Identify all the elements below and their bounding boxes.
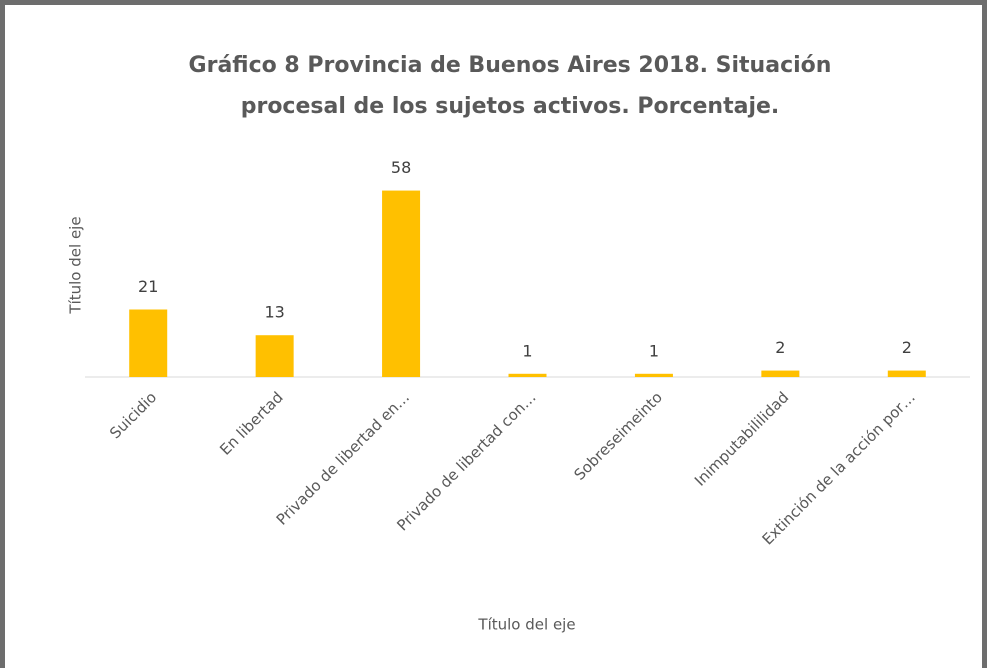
data-label: 1 xyxy=(522,341,532,360)
bar xyxy=(255,335,294,377)
data-label: 1 xyxy=(649,341,659,360)
data-label: 2 xyxy=(775,338,785,357)
bar xyxy=(634,373,673,377)
data-label: 13 xyxy=(264,303,284,322)
x-tick-label: Extinción de la acción por… xyxy=(759,388,919,548)
x-tick-label: Privado de libertad con… xyxy=(393,388,539,534)
bar xyxy=(382,190,421,377)
chart-title: Gráfico 8 Provincia de Buenos Aires 2018… xyxy=(188,53,832,119)
bar xyxy=(129,309,168,377)
x-tick-label: Privado de libertad en… xyxy=(273,388,413,528)
data-label: 2 xyxy=(902,338,912,357)
x-axis-title: Título del eje xyxy=(477,616,575,634)
data-label: 21 xyxy=(138,277,158,296)
bar xyxy=(761,370,800,377)
x-tick-label: En libertad xyxy=(216,388,286,458)
x-tick-label: Sobreseimeinto xyxy=(570,388,666,484)
x-tick-label: Inimputabililidad xyxy=(691,388,792,489)
y-axis-title: Título del eje xyxy=(67,216,85,314)
x-tick-label: Suicidio xyxy=(106,388,160,442)
bar xyxy=(887,370,926,377)
data-label: 58 xyxy=(391,158,411,177)
bar xyxy=(508,373,547,377)
